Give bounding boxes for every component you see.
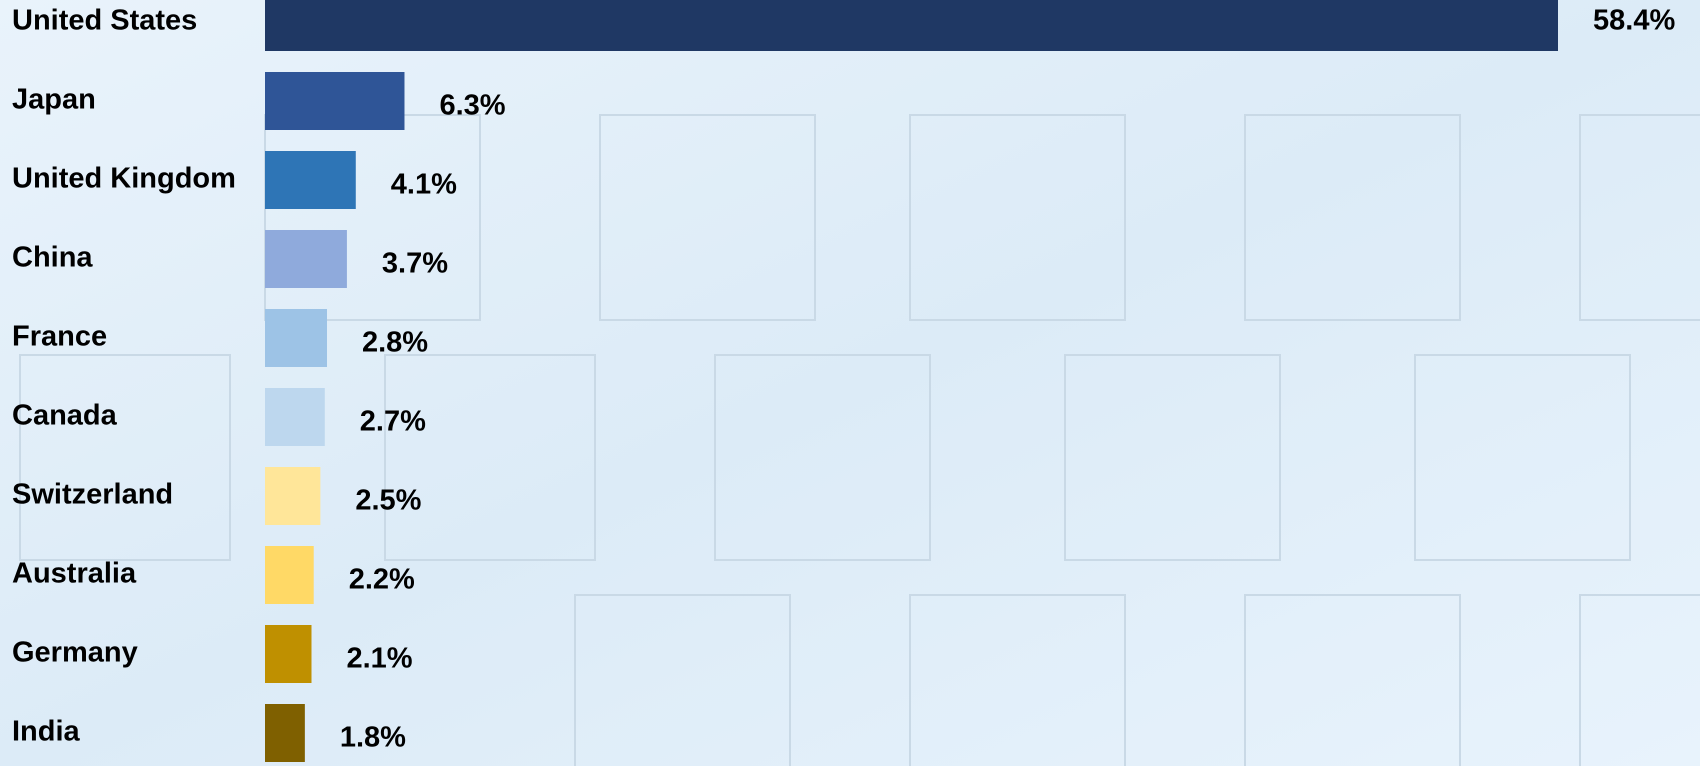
bar [265, 151, 356, 209]
value-label: 1.8% [340, 722, 406, 754]
category-label: Australia [12, 558, 137, 590]
value-label: 2.2% [349, 564, 415, 596]
bar [265, 388, 325, 446]
category-label: India [12, 716, 81, 748]
value-label: 2.1% [346, 643, 412, 675]
value-label: 2.8% [362, 327, 428, 359]
category-label: Germany [12, 637, 138, 669]
category-label: Switzerland [12, 479, 173, 511]
bar [265, 72, 405, 130]
bar [265, 546, 314, 604]
category-label: Canada [12, 400, 118, 432]
value-label: 58.4% [1593, 5, 1675, 37]
value-label: 4.1% [391, 169, 457, 201]
bar [265, 704, 305, 762]
value-label: 3.7% [382, 248, 448, 280]
value-label: 6.3% [439, 90, 505, 122]
bar [265, 467, 321, 525]
category-label: United States [12, 5, 197, 37]
bar [265, 0, 1558, 51]
bar [265, 309, 327, 367]
bar [265, 230, 347, 288]
category-label: China [12, 242, 93, 274]
category-label: United Kingdom [12, 163, 236, 195]
value-label: 2.5% [355, 485, 421, 517]
category-label: Japan [12, 84, 96, 116]
background-tiles [19, 114, 1700, 766]
value-label: 2.7% [360, 406, 426, 438]
category-label: France [12, 321, 107, 353]
bar [265, 625, 312, 683]
